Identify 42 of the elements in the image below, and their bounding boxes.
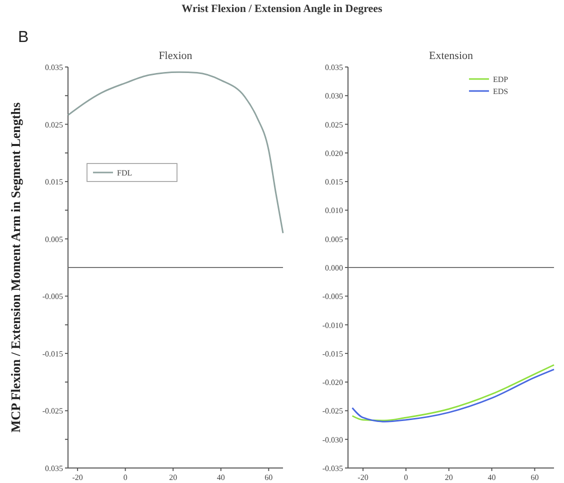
x-tick-label: -20 [72, 473, 83, 482]
y-tick-label: 0.010 [325, 206, 343, 216]
y-tick-label: 0.035 [45, 63, 63, 72]
y-tick-label: -0.035 [322, 464, 343, 473]
legend-label: EDS [493, 87, 508, 96]
x-tick-label: 0 [123, 473, 128, 482]
y-tick-label: -0.015 [322, 349, 343, 358]
y-tick-label: 0.030 [325, 92, 343, 101]
x-tick-label: -20 [358, 473, 368, 482]
y-tick-label: 0.025 [45, 120, 63, 130]
y-tick-label: 0.015 [45, 178, 63, 187]
y-tick-label: 0.025 [325, 120, 343, 130]
x-tick-label: 20 [444, 473, 453, 482]
chart-title: Extension [429, 50, 474, 62]
x-tick-label: 40 [216, 473, 225, 482]
x-tick-label: 60 [530, 473, 539, 482]
y-tick-label: 0.035 [325, 63, 343, 72]
y-axis-title: MCP Flexion / Extension Moment Arm in Segment Lengths [8, 102, 23, 433]
y-tick-label: 0.015 [325, 178, 343, 187]
line-series [67, 71, 284, 234]
x-tick-label: 40 [488, 473, 496, 482]
y-tick-label: -0.010 [322, 320, 343, 330]
x-tick-label: 60 [264, 473, 273, 482]
legend-label: FDL [117, 168, 132, 178]
y-tick-label: -0.030 [322, 435, 343, 444]
chart-title: Flexion [158, 50, 193, 62]
y-tick-label: -0.025 [42, 406, 63, 416]
y-tick-label: 0.005 [45, 234, 63, 244]
x-tick-label: 0 [404, 473, 408, 482]
y-tick-label: -0.005 [42, 292, 63, 302]
y-tick-label: 0.005 [325, 234, 343, 244]
y-tick-label: -0.015 [42, 349, 63, 358]
y-tick-label: -0.005 [322, 292, 343, 302]
y-tick-label: 0.035 [45, 464, 63, 473]
y-tick-label: 0.020 [325, 148, 343, 158]
y-tick-label: -0.020 [322, 378, 343, 388]
text: B [18, 29, 29, 46]
legend-label: EDP [493, 75, 509, 84]
y-tick-label: 0.000 [325, 264, 343, 272]
text: Wrist Flexion / Extension Angle in Degrees [182, 3, 384, 15]
x-tick-label: 20 [169, 473, 178, 482]
y-tick-label: -0.025 [322, 406, 343, 416]
